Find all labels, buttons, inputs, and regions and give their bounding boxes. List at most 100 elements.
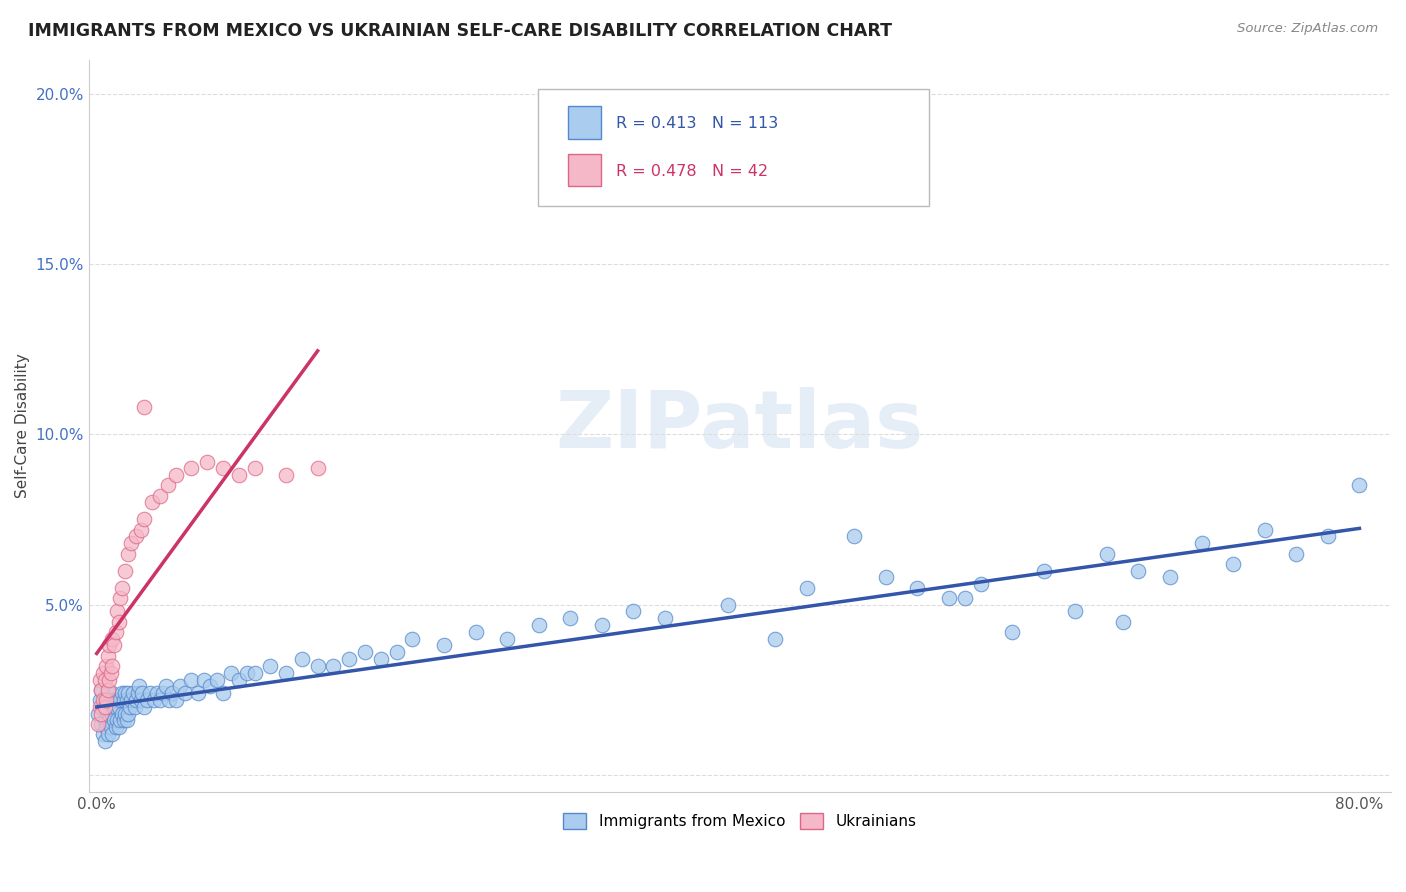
Point xyxy=(1032,564,1054,578)
Point xyxy=(1128,564,1150,578)
Legend: Immigrants from Mexico, Ukrainians: Immigrants from Mexico, Ukrainians xyxy=(557,807,922,836)
Point xyxy=(93,734,115,748)
Point xyxy=(97,686,120,700)
Point xyxy=(717,598,740,612)
Point xyxy=(193,673,215,687)
Point xyxy=(117,686,139,700)
Point xyxy=(621,604,644,618)
Point xyxy=(259,659,281,673)
Point xyxy=(122,686,145,700)
Point xyxy=(307,659,329,673)
Point xyxy=(1001,624,1024,639)
Point xyxy=(96,699,118,714)
Point xyxy=(101,632,124,646)
Point xyxy=(938,591,960,605)
Point xyxy=(112,693,135,707)
Point xyxy=(907,581,929,595)
Point xyxy=(110,693,132,707)
Point xyxy=(765,632,787,646)
Bar xyxy=(568,153,600,186)
Point xyxy=(100,720,122,734)
Point xyxy=(969,577,991,591)
Point xyxy=(114,564,136,578)
Point xyxy=(156,478,179,492)
Point xyxy=(132,512,155,526)
Point xyxy=(180,673,202,687)
Point xyxy=(337,652,360,666)
Point xyxy=(120,693,142,707)
Point xyxy=(141,495,163,509)
Point xyxy=(91,699,114,714)
Point xyxy=(118,699,141,714)
Point xyxy=(385,645,408,659)
Point xyxy=(127,686,149,700)
Point xyxy=(205,673,228,687)
Point xyxy=(243,461,266,475)
Point xyxy=(165,468,187,483)
Text: IMMIGRANTS FROM MEXICO VS UKRAINIAN SELF-CARE DISABILITY CORRELATION CHART: IMMIGRANTS FROM MEXICO VS UKRAINIAN SELF… xyxy=(28,22,893,40)
Point xyxy=(103,693,125,707)
Point xyxy=(169,679,191,693)
Point xyxy=(145,686,167,700)
Point xyxy=(91,693,114,707)
Point xyxy=(844,529,866,543)
Point xyxy=(96,693,118,707)
Point xyxy=(115,693,138,707)
Point xyxy=(107,615,129,629)
Point xyxy=(114,706,136,721)
Point xyxy=(149,489,172,503)
Point xyxy=(228,673,250,687)
Point xyxy=(875,570,897,584)
Point xyxy=(105,714,128,728)
Point xyxy=(212,461,235,475)
Point xyxy=(128,679,150,693)
Point xyxy=(1095,547,1118,561)
Point xyxy=(132,699,155,714)
Point xyxy=(111,686,134,700)
Point xyxy=(117,547,139,561)
Point xyxy=(90,706,112,721)
Point xyxy=(90,682,112,697)
Point xyxy=(1191,536,1213,550)
Point xyxy=(591,618,613,632)
Text: Source: ZipAtlas.com: Source: ZipAtlas.com xyxy=(1237,22,1378,36)
Point xyxy=(97,648,120,663)
Point xyxy=(165,693,187,707)
Point xyxy=(1111,615,1133,629)
Point xyxy=(131,686,153,700)
Point xyxy=(93,673,115,687)
Point xyxy=(157,693,180,707)
Point xyxy=(107,699,129,714)
Point xyxy=(307,461,329,475)
Point xyxy=(560,611,582,625)
Point xyxy=(124,699,146,714)
Point xyxy=(98,673,121,687)
Point xyxy=(101,727,124,741)
Point xyxy=(1064,604,1087,618)
Point xyxy=(654,611,676,625)
Point xyxy=(101,659,124,673)
Point xyxy=(103,714,125,728)
Point xyxy=(1348,478,1371,492)
Point xyxy=(132,400,155,414)
Point xyxy=(162,686,184,700)
Point xyxy=(91,665,114,680)
Point xyxy=(101,686,124,700)
Point xyxy=(1222,557,1244,571)
Point xyxy=(91,727,114,741)
Point xyxy=(103,639,125,653)
Point xyxy=(129,693,152,707)
Point xyxy=(187,686,209,700)
Point xyxy=(111,581,134,595)
Point xyxy=(93,693,115,707)
Point xyxy=(98,693,121,707)
Point xyxy=(464,624,486,639)
Point xyxy=(1159,570,1181,584)
Point xyxy=(97,682,120,697)
Point xyxy=(235,665,257,680)
Point xyxy=(89,673,111,687)
Text: ZIPatlas: ZIPatlas xyxy=(555,387,924,465)
Point xyxy=(90,682,112,697)
Y-axis label: Self-Care Disability: Self-Care Disability xyxy=(15,353,30,498)
Text: R = 0.478   N = 42: R = 0.478 N = 42 xyxy=(616,163,768,178)
